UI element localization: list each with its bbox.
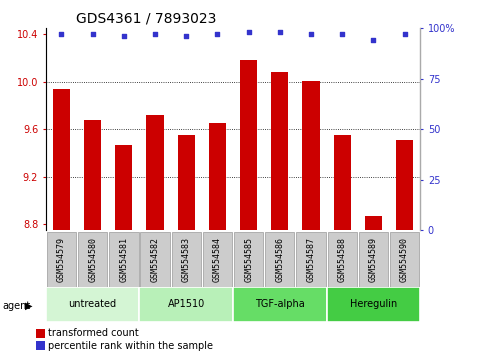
Bar: [115, 145, 132, 230]
Point: [276, 29, 284, 35]
Bar: [141, 232, 170, 287]
Bar: [178, 135, 195, 230]
Text: percentile rank within the sample: percentile rank within the sample: [48, 341, 213, 350]
Bar: [47, 232, 76, 287]
Bar: [302, 81, 320, 230]
Text: GSM554590: GSM554590: [400, 237, 409, 282]
Bar: [234, 232, 263, 287]
Bar: [46, 287, 140, 322]
Point: [89, 32, 97, 37]
Point: [120, 34, 128, 39]
Bar: [390, 232, 419, 287]
Text: Heregulin: Heregulin: [350, 299, 397, 309]
Bar: [140, 287, 233, 322]
Text: AP1510: AP1510: [168, 299, 205, 309]
Text: GSM554588: GSM554588: [338, 237, 347, 282]
Point: [401, 32, 409, 37]
Text: GSM554581: GSM554581: [119, 237, 128, 282]
Text: GSM554585: GSM554585: [244, 237, 253, 282]
Point: [307, 32, 315, 37]
Point: [57, 32, 65, 37]
Bar: [146, 115, 164, 230]
Bar: [84, 120, 101, 230]
Text: TGF-alpha: TGF-alpha: [255, 299, 305, 309]
Point: [369, 38, 377, 43]
Text: GSM554589: GSM554589: [369, 237, 378, 282]
Bar: [203, 232, 232, 287]
Bar: [240, 61, 257, 230]
Point: [151, 32, 159, 37]
Text: GSM554579: GSM554579: [57, 237, 66, 282]
Bar: [171, 232, 201, 287]
Bar: [297, 232, 326, 287]
Bar: [359, 232, 388, 287]
Bar: [271, 72, 288, 230]
Bar: [334, 135, 351, 230]
Point: [245, 29, 253, 35]
Text: GSM554587: GSM554587: [307, 237, 315, 282]
Text: agent: agent: [2, 301, 30, 311]
Bar: [53, 89, 70, 230]
Bar: [327, 287, 420, 322]
Text: GSM554583: GSM554583: [182, 237, 191, 282]
Point: [339, 32, 346, 37]
Text: GSM554584: GSM554584: [213, 237, 222, 282]
Bar: [365, 216, 382, 230]
Text: untreated: untreated: [69, 299, 117, 309]
Bar: [233, 287, 327, 322]
Bar: [327, 232, 357, 287]
Text: GDS4361 / 7893023: GDS4361 / 7893023: [76, 12, 216, 26]
Bar: [265, 232, 295, 287]
Text: ▶: ▶: [25, 301, 33, 311]
Text: GSM554580: GSM554580: [88, 237, 97, 282]
Bar: [109, 232, 139, 287]
Bar: [78, 232, 107, 287]
Bar: [396, 140, 413, 230]
Text: GSM554582: GSM554582: [151, 237, 159, 282]
Point: [183, 34, 190, 39]
Text: transformed count: transformed count: [48, 329, 139, 338]
Point: [213, 32, 221, 37]
Bar: [209, 123, 226, 230]
Text: GSM554586: GSM554586: [275, 237, 284, 282]
